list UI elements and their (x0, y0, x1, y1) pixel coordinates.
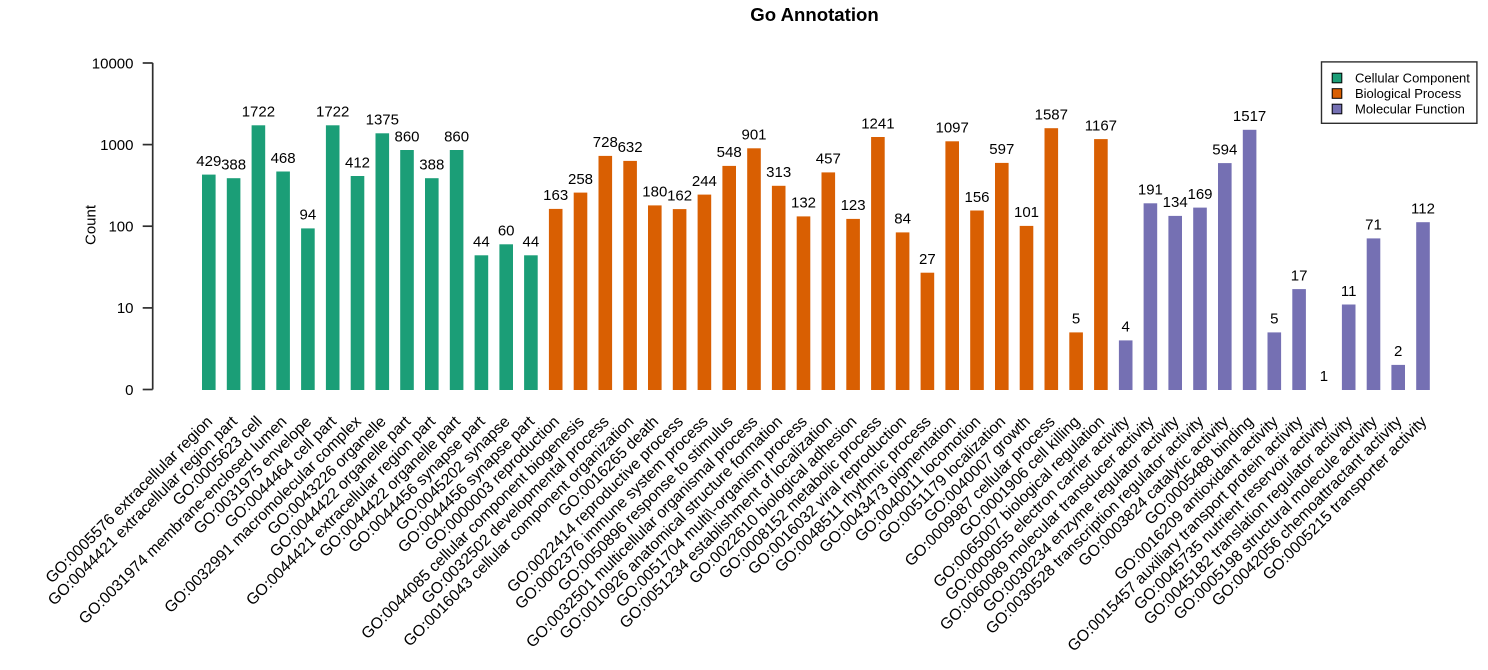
svg-text:468: 468 (271, 150, 296, 167)
svg-text:5: 5 (1072, 311, 1080, 328)
svg-text:1000: 1000 (100, 137, 133, 154)
svg-text:2: 2 (1394, 343, 1402, 360)
svg-text:Molecular Function: Molecular Function (1355, 102, 1465, 117)
svg-text:1167: 1167 (1085, 117, 1117, 134)
svg-text:860: 860 (444, 128, 469, 145)
svg-text:1722: 1722 (242, 104, 275, 121)
svg-text:429: 429 (196, 153, 221, 170)
svg-text:244: 244 (692, 173, 717, 190)
svg-text:0: 0 (125, 382, 133, 399)
svg-text:44: 44 (523, 234, 540, 251)
svg-text:1722: 1722 (316, 104, 349, 121)
svg-text:548: 548 (717, 144, 742, 161)
svg-text:100: 100 (108, 219, 133, 236)
svg-text:4: 4 (1122, 319, 1130, 336)
svg-text:594: 594 (1212, 141, 1237, 158)
svg-text:17: 17 (1291, 267, 1308, 284)
svg-text:112: 112 (1411, 201, 1435, 218)
svg-text:101: 101 (1014, 204, 1039, 221)
svg-text:1097: 1097 (936, 120, 969, 137)
svg-text:44: 44 (473, 234, 490, 251)
svg-text:388: 388 (221, 157, 246, 174)
svg-text:191: 191 (1138, 182, 1163, 199)
svg-text:156: 156 (964, 189, 989, 206)
svg-text:1587: 1587 (1035, 107, 1068, 124)
svg-text:11: 11 (1341, 283, 1357, 300)
svg-text:162: 162 (667, 187, 692, 204)
svg-text:94: 94 (300, 207, 317, 224)
svg-text:71: 71 (1365, 217, 1382, 234)
svg-text:163: 163 (543, 187, 568, 204)
svg-text:1241: 1241 (861, 115, 894, 132)
svg-text:123: 123 (841, 197, 866, 214)
svg-text:10000: 10000 (92, 55, 134, 72)
svg-text:132: 132 (791, 195, 816, 212)
svg-text:Cellular Component: Cellular Component (1355, 71, 1470, 86)
svg-text:860: 860 (394, 128, 419, 145)
svg-text:258: 258 (568, 171, 593, 188)
svg-text:Count: Count (83, 204, 100, 245)
svg-text:632: 632 (618, 139, 643, 156)
svg-text:412: 412 (345, 154, 370, 171)
svg-text:728: 728 (593, 134, 618, 151)
svg-text:901: 901 (741, 127, 766, 144)
svg-text:1517: 1517 (1233, 108, 1266, 125)
svg-text:180: 180 (642, 184, 667, 201)
svg-text:10: 10 (117, 300, 134, 317)
svg-text:Go Annotation: Go Annotation (750, 4, 878, 25)
svg-text:60: 60 (498, 223, 515, 240)
svg-text:597: 597 (989, 141, 1014, 158)
svg-text:1: 1 (1320, 368, 1328, 385)
svg-text:169: 169 (1187, 186, 1212, 203)
svg-text:457: 457 (816, 151, 841, 168)
svg-text:134: 134 (1163, 194, 1188, 211)
svg-text:313: 313 (766, 164, 791, 181)
svg-text:27: 27 (919, 251, 936, 268)
svg-text:Biological Process: Biological Process (1355, 86, 1462, 101)
svg-text:5: 5 (1270, 311, 1278, 328)
svg-text:84: 84 (894, 211, 911, 228)
svg-text:1375: 1375 (366, 112, 399, 129)
svg-text:388: 388 (419, 157, 444, 174)
